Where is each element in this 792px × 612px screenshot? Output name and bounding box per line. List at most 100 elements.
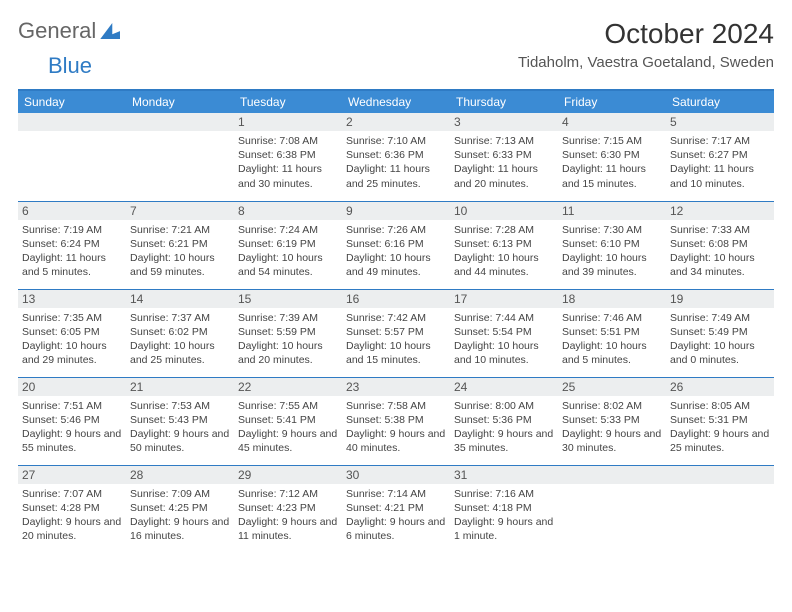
daylight-line: Daylight: 11 hours and 20 minutes. <box>454 162 554 190</box>
sunset-line: Sunset: 6:27 PM <box>670 148 770 162</box>
sunset-line: Sunset: 6:13 PM <box>454 237 554 251</box>
day-details: Sunrise: 7:39 AMSunset: 5:59 PMDaylight:… <box>238 311 338 368</box>
day-details: Sunrise: 8:05 AMSunset: 5:31 PMDaylight:… <box>670 399 770 456</box>
daylight-line: Daylight: 9 hours and 25 minutes. <box>670 427 770 455</box>
sunrise-line: Sunrise: 7:37 AM <box>130 311 230 325</box>
day-number: 17 <box>450 290 558 308</box>
daylight-line: Daylight: 9 hours and 1 minute. <box>454 515 554 543</box>
location: Tidaholm, Vaestra Goetaland, Sweden <box>518 54 774 71</box>
day-details: Sunrise: 7:49 AMSunset: 5:49 PMDaylight:… <box>670 311 770 368</box>
day-details: Sunrise: 8:02 AMSunset: 5:33 PMDaylight:… <box>562 399 662 456</box>
daylight-line: Daylight: 10 hours and 0 minutes. <box>670 339 770 367</box>
daylight-line: Daylight: 10 hours and 49 minutes. <box>346 251 446 279</box>
calendar-cell <box>666 465 774 553</box>
day-details: Sunrise: 7:35 AMSunset: 6:05 PMDaylight:… <box>22 311 122 368</box>
day-number: 29 <box>234 466 342 484</box>
logo: General <box>18 18 122 44</box>
daylight-line: Daylight: 10 hours and 25 minutes. <box>130 339 230 367</box>
day-number: 12 <box>666 202 774 220</box>
daylight-line: Daylight: 10 hours and 59 minutes. <box>130 251 230 279</box>
sunrise-line: Sunrise: 7:28 AM <box>454 223 554 237</box>
daylight-line: Daylight: 9 hours and 20 minutes. <box>22 515 122 543</box>
daylight-line: Daylight: 9 hours and 55 minutes. <box>22 427 122 455</box>
sunset-line: Sunset: 6:33 PM <box>454 148 554 162</box>
calendar-cell: 10 Sunrise: 7:28 AMSunset: 6:13 PMDayligh… <box>450 201 558 289</box>
daylight-line: Daylight: 11 hours and 25 minutes. <box>346 162 446 190</box>
calendar-week-row: 6Sunrise: 7:19 AMSunset: 6:24 PMDaylight… <box>18 201 774 289</box>
calendar-cell: 28Sunrise: 7:09 AMSunset: 4:25 PMDayligh… <box>126 465 234 553</box>
sunset-line: Sunset: 6:16 PM <box>346 237 446 251</box>
day-number: 11 <box>558 202 666 220</box>
calendar-cell: 2Sunrise: 7:10 AMSunset: 6:36 PMDaylight… <box>342 113 450 201</box>
day-details: Sunrise: 7:58 AMSunset: 5:38 PMDaylight:… <box>346 399 446 456</box>
calendar-cell: 25Sunrise: 8:02 AMSunset: 5:33 PMDayligh… <box>558 377 666 465</box>
day-details: Sunrise: 7:30 AMSunset: 6:10 PMDaylight:… <box>562 223 662 280</box>
daylight-line: Daylight: 10 hours and 39 minutes. <box>562 251 662 279</box>
calendar-cell: 15 Sunrise: 7:39 AMSunset: 5:59 PMDayligh… <box>234 289 342 377</box>
calendar-cell: 8Sunrise: 7:24 AMSunset: 6:19 PMDaylight… <box>234 201 342 289</box>
day-number-empty <box>666 466 774 484</box>
calendar-cell: 24Sunrise: 8:00 AMSunset: 5:36 PMDayligh… <box>450 377 558 465</box>
sunrise-line: Sunrise: 8:02 AM <box>562 399 662 413</box>
calendar-week-row: 27Sunrise: 7:07 AMSunset: 4:28 PMDayligh… <box>18 465 774 553</box>
day-number: 28 <box>126 466 234 484</box>
day-details: Sunrise: 7:33 AMSunset: 6:08 PMDaylight:… <box>670 223 770 280</box>
day-number: 21 <box>126 378 234 396</box>
day-details: Sunrise: 7:26 AMSunset: 6:16 PMDaylight:… <box>346 223 446 280</box>
day-number: 16 <box>342 290 450 308</box>
daylight-line: Daylight: 9 hours and 16 minutes. <box>130 515 230 543</box>
daylight-line: Daylight: 11 hours and 10 minutes. <box>670 162 770 190</box>
sunrise-line: Sunrise: 7:15 AM <box>562 134 662 148</box>
day-number: 31 <box>450 466 558 484</box>
day-details: Sunrise: 7:51 AMSunset: 5:46 PMDaylight:… <box>22 399 122 456</box>
sunset-line: Sunset: 6:36 PM <box>346 148 446 162</box>
day-details: Sunrise: 7:07 AMSunset: 4:28 PMDaylight:… <box>22 487 122 544</box>
day-number: 30 <box>342 466 450 484</box>
sunset-line: Sunset: 4:21 PM <box>346 501 446 515</box>
day-details: Sunrise: 7:42 AMSunset: 5:57 PMDaylight:… <box>346 311 446 368</box>
day-number: 24 <box>450 378 558 396</box>
sunrise-line: Sunrise: 7:16 AM <box>454 487 554 501</box>
calendar-cell: 1Sunrise: 7:08 AMSunset: 6:38 PMDaylight… <box>234 113 342 201</box>
calendar-cell: 7Sunrise: 7:21 AMSunset: 6:21 PMDaylight… <box>126 201 234 289</box>
sunset-line: Sunset: 6:08 PM <box>670 237 770 251</box>
sunset-line: Sunset: 6:10 PM <box>562 237 662 251</box>
sunrise-line: Sunrise: 7:53 AM <box>130 399 230 413</box>
day-number: 3 <box>450 113 558 131</box>
weekday-header: Tuesday <box>234 90 342 113</box>
calendar-cell: 17Sunrise: 7:44 AMSunset: 5:54 PMDayligh… <box>450 289 558 377</box>
calendar-cell: 6Sunrise: 7:19 AMSunset: 6:24 PMDaylight… <box>18 201 126 289</box>
daylight-line: Daylight: 9 hours and 40 minutes. <box>346 427 446 455</box>
weekday-header-row: SundayMondayTuesdayWednesdayThursdayFrid… <box>18 90 774 113</box>
daylight-line: Daylight: 10 hours and 29 minutes. <box>22 339 122 367</box>
calendar-cell: 3Sunrise: 7:13 AMSunset: 6:33 PMDaylight… <box>450 113 558 201</box>
sunset-line: Sunset: 5:41 PM <box>238 413 338 427</box>
sunrise-line: Sunrise: 7:26 AM <box>346 223 446 237</box>
daylight-line: Daylight: 9 hours and 11 minutes. <box>238 515 338 543</box>
sunset-line: Sunset: 5:57 PM <box>346 325 446 339</box>
sunrise-line: Sunrise: 7:08 AM <box>238 134 338 148</box>
calendar-week-row: 13Sunrise: 7:35 AMSunset: 6:05 PMDayligh… <box>18 289 774 377</box>
sunset-line: Sunset: 5:54 PM <box>454 325 554 339</box>
day-number: 15 <box>234 290 342 308</box>
sunset-line: Sunset: 5:43 PM <box>130 413 230 427</box>
day-details: Sunrise: 7:16 AMSunset: 4:18 PMDaylight:… <box>454 487 554 544</box>
sunset-line: Sunset: 5:36 PM <box>454 413 554 427</box>
calendar-cell: 14Sunrise: 7:37 AMSunset: 6:02 PMDayligh… <box>126 289 234 377</box>
daylight-line: Daylight: 10 hours and 44 minutes. <box>454 251 554 279</box>
daylight-line: Daylight: 10 hours and 54 minutes. <box>238 251 338 279</box>
sunset-line: Sunset: 6:21 PM <box>130 237 230 251</box>
weekday-header: Sunday <box>18 90 126 113</box>
day-number: 10 <box>450 202 558 220</box>
calendar-cell: 31 Sunrise: 7:16 AMSunset: 4:18 PMDayligh… <box>450 465 558 553</box>
daylight-line: Daylight: 9 hours and 35 minutes. <box>454 427 554 455</box>
calendar-cell: 21Sunrise: 7:53 AMSunset: 5:43 PMDayligh… <box>126 377 234 465</box>
day-number-empty <box>126 113 234 131</box>
daylight-line: Daylight: 10 hours and 10 minutes. <box>454 339 554 367</box>
daylight-line: Daylight: 9 hours and 6 minutes. <box>346 515 446 543</box>
sunset-line: Sunset: 6:02 PM <box>130 325 230 339</box>
day-number-empty <box>558 466 666 484</box>
calendar-cell: 16 Sunrise: 7:42 AMSunset: 5:57 PMDayligh… <box>342 289 450 377</box>
daylight-line: Daylight: 9 hours and 30 minutes. <box>562 427 662 455</box>
day-details: Sunrise: 7:19 AMSunset: 6:24 PMDaylight:… <box>22 223 122 280</box>
